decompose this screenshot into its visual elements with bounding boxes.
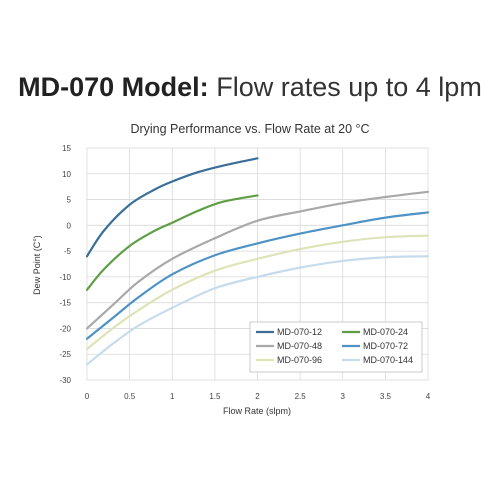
y-tick-label: -10	[59, 273, 71, 282]
x-tick-label: 2	[255, 392, 260, 401]
y-tick-label: 10	[62, 170, 71, 179]
y-tick-label: 0	[67, 221, 72, 230]
chart-title: Drying Performance vs. Flow Rate at 20 °…	[130, 122, 370, 136]
x-tick-label: 3	[341, 392, 346, 401]
legend-label: MD-070-72	[363, 341, 408, 351]
series-line-md-070-48	[85, 190, 430, 330]
headline-subtitle: Flow rates up to 4 lpm	[216, 72, 482, 102]
y-axis-title: Dew Point (C°)	[32, 235, 42, 295]
y-tick-label: 5	[67, 196, 72, 205]
series-line-md-070-12	[85, 157, 259, 258]
legend: MD-070-12 MD-070-24 MD-070-48 MD-070-72 MD-0…	[249, 321, 423, 373]
x-tick-label: 0.5	[124, 392, 136, 401]
series-lines	[85, 157, 430, 366]
legend-label: MD-070-96	[277, 355, 322, 365]
legend-label: MD-070-48	[277, 341, 322, 351]
series-line-md-070-144	[85, 255, 430, 366]
series-line-md-070-96	[85, 234, 430, 351]
x-tick-label: 2.5	[295, 392, 307, 401]
y-tick-label: -30	[59, 376, 71, 385]
series-line-md-070-24	[85, 194, 259, 291]
x-tick-label: 1	[170, 392, 175, 401]
y-tick-label: -25	[59, 350, 71, 359]
x-tick-label: 3.5	[380, 392, 392, 401]
y-tick-label: -20	[59, 324, 71, 333]
x-axis-title: Flow Rate (slpm)	[223, 406, 291, 416]
legend-label: MD-070-24	[363, 327, 408, 337]
x-tick-label: 0	[85, 392, 90, 401]
y-tick-label: 15	[62, 144, 71, 153]
headline-model: MD-070 Model:	[18, 72, 209, 102]
headline: MD-070 Model: Flow rates up to 4 lpm	[0, 72, 500, 103]
y-tick-label: -5	[64, 247, 72, 256]
y-tick-label: -15	[59, 299, 71, 308]
ticks: 15 10 5 0 -5 -10 -15 -20 -25 -30 0 0.5 1 1.5 2 2.5 3 3.5 4	[59, 144, 430, 401]
legend-label: MD-070-144	[363, 355, 413, 365]
x-tick-label: 1.5	[209, 392, 221, 401]
x-tick-label: 4	[426, 392, 431, 401]
legend-label: MD-070-12	[277, 327, 322, 337]
series-line-md-070-72	[85, 211, 430, 340]
legend-box	[249, 321, 423, 373]
